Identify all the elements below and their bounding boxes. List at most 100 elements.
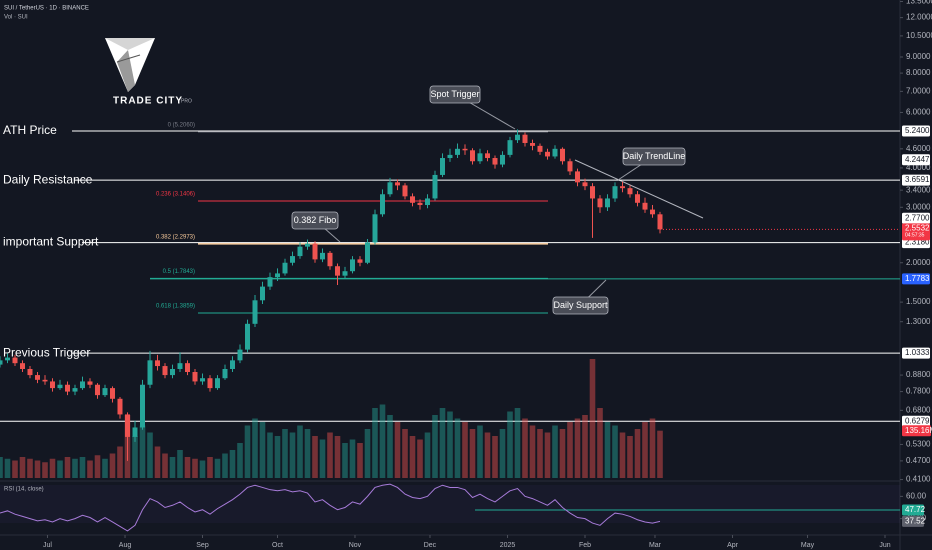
volume-bar: [604, 422, 611, 478]
volume-last-box: [902, 425, 931, 437]
candle-body: [350, 259, 355, 272]
volume-bar: [387, 415, 393, 478]
x-tick-label: Nov: [349, 542, 362, 549]
volume-bar: [0, 457, 3, 478]
candle-body: [27, 368, 33, 376]
volume-bar: [214, 458, 221, 478]
fib-label: 0 (5.2060): [168, 122, 195, 128]
last-price-box: [902, 223, 930, 241]
level-label: 0.6279: [905, 416, 930, 425]
volume-bar: [447, 411, 453, 478]
volume-bar: [139, 425, 146, 478]
volume-bar: [574, 418, 581, 478]
volume-bar: [4, 458, 11, 478]
price-mark-label: 2.7700: [905, 213, 930, 222]
level-label: 3.6591: [905, 175, 930, 184]
volume-bar: [319, 439, 326, 478]
volume-bar: [297, 425, 303, 478]
level-box: [902, 415, 930, 427]
volume-last-label: 135.16M: [905, 426, 932, 435]
volume-bar: [252, 418, 258, 478]
volume-bar: [357, 443, 363, 478]
level-label: 2.3180: [905, 238, 930, 247]
x-tick-label: Oct: [272, 542, 283, 549]
volume-bar: [102, 458, 108, 478]
volume-bar: [364, 429, 371, 478]
volume-bar: [274, 436, 281, 478]
candle-body: [245, 323, 250, 350]
volume-bar: [94, 455, 101, 478]
volume-bar: [64, 457, 71, 478]
candle-body: [155, 360, 160, 367]
rsi-level-box: [902, 504, 924, 516]
y-tick-label: 10.5000: [906, 31, 932, 40]
candle-body: [425, 198, 430, 206]
candle-body: [620, 186, 625, 189]
candle-body: [125, 414, 130, 437]
volume-bar: [282, 429, 288, 478]
level-label: 5.2400: [905, 126, 930, 135]
volume-bar: [192, 458, 198, 478]
volume-bar: [417, 439, 423, 478]
logo-icon: [105, 38, 155, 92]
candle-body: [582, 182, 588, 187]
candle-body: [417, 202, 423, 206]
level-name: Previous Trigger: [3, 345, 90, 359]
y-tick-label: 7.0000: [906, 86, 931, 95]
volume-bar: [267, 432, 273, 478]
candle-body: [282, 262, 288, 274]
candle-body: [57, 384, 63, 389]
y-tick-label: 1.5000: [906, 297, 931, 306]
candle-body: [297, 246, 303, 257]
volume-bar: [147, 432, 153, 478]
candle-body: [515, 134, 520, 141]
candle-body: [0, 360, 3, 365]
candle-body: [147, 360, 153, 385]
candle-body: [252, 300, 258, 324]
candle-body: [170, 368, 175, 376]
price-mark-box: [902, 154, 930, 166]
level-label: 1.7783: [905, 274, 930, 283]
volume-bar: [402, 429, 408, 478]
fib-label: 0.618 (1.3859): [156, 304, 195, 310]
volume-bar: [582, 415, 588, 478]
volume-bar: [552, 425, 558, 478]
candle-body: [185, 363, 190, 373]
volume-bar: [612, 425, 618, 478]
candle-body: [507, 140, 513, 155]
candle-body: [575, 171, 580, 183]
rsi-level-label: 47.72: [905, 505, 926, 514]
candle-body: [95, 384, 100, 396]
candle-body: [162, 366, 168, 376]
volume-bar: [477, 425, 483, 478]
callout-text: Spot Trigger: [430, 89, 479, 99]
y-tick-label: 12.0000: [906, 13, 932, 22]
candle-body: [215, 378, 220, 389]
candle-body: [455, 148, 460, 155]
volume-bar: [469, 429, 476, 478]
candle-body: [327, 252, 333, 267]
candle-body: [402, 185, 408, 197]
candle-body: [117, 398, 123, 415]
volume-bar: [334, 436, 341, 478]
volume-bar: [177, 450, 183, 478]
volume-bar: [634, 429, 641, 478]
candle-body: [365, 242, 370, 263]
countdown-label: 04:57:35: [905, 233, 925, 239]
volume-bar: [597, 408, 603, 478]
candle-body: [207, 378, 213, 389]
candle-body: [42, 379, 48, 382]
volume-bar: [49, 458, 56, 478]
candle-body: [267, 277, 273, 287]
y-tick-label: 4.6000: [906, 144, 931, 153]
candle-body: [372, 214, 378, 243]
volume-bar: [27, 458, 33, 478]
x-tick-label: Aug: [119, 542, 132, 549]
volume-bar: [237, 443, 243, 478]
y-tick-label: 3.0000: [906, 202, 931, 211]
volume-bar: [544, 432, 551, 478]
x-tick-label: 2025: [500, 542, 516, 549]
x-tick-label: Mar: [649, 542, 662, 549]
